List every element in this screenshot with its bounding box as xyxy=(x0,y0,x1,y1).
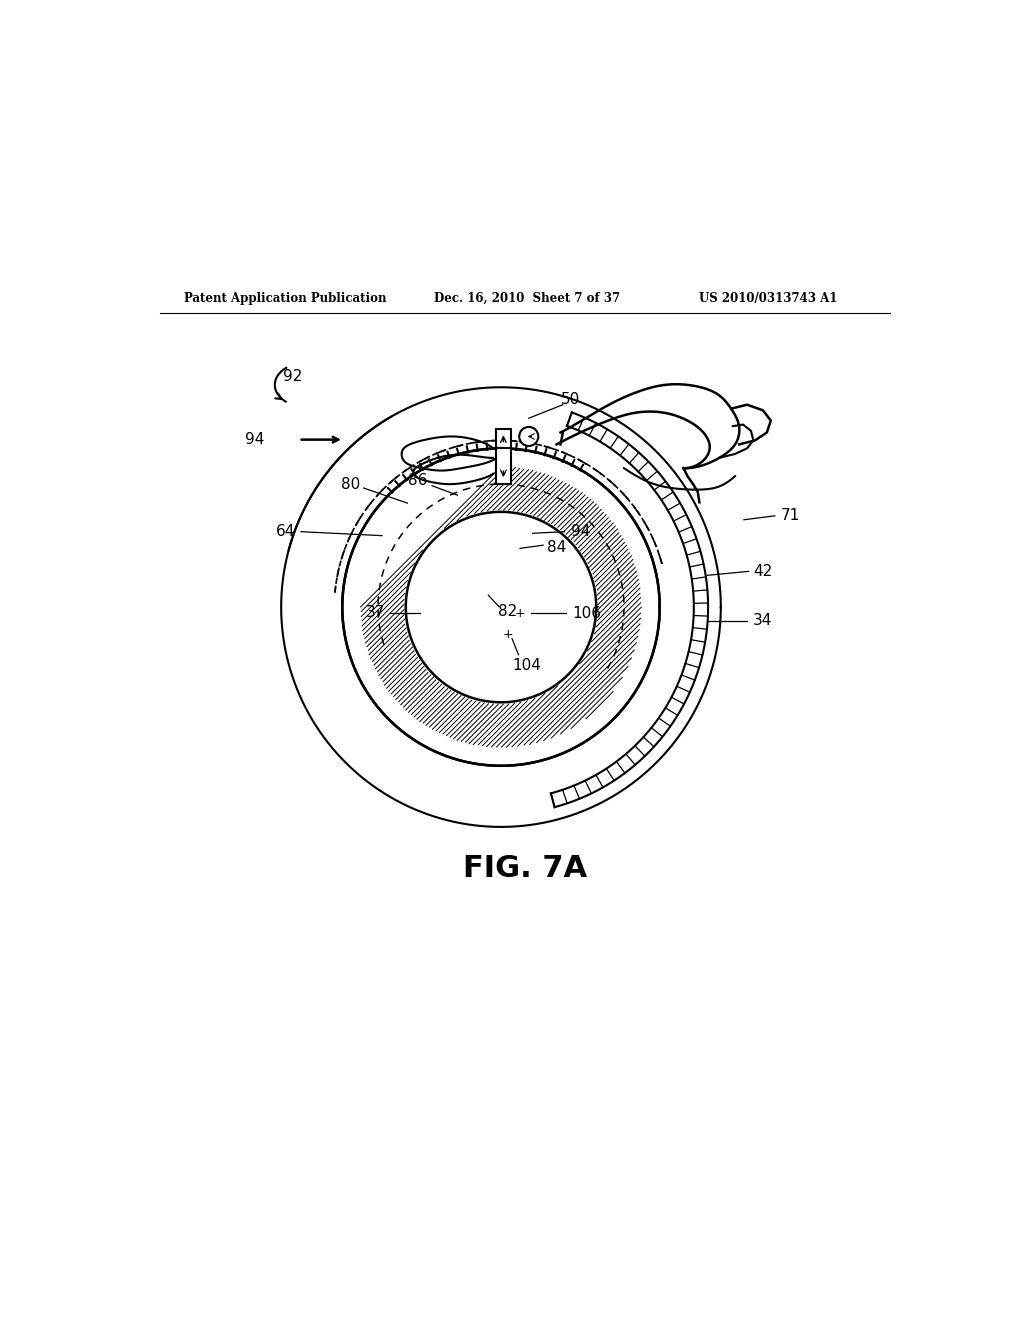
Text: 50: 50 xyxy=(561,392,581,408)
Text: 82: 82 xyxy=(498,603,517,619)
Text: US 2010/0313743 A1: US 2010/0313743 A1 xyxy=(699,292,838,305)
Text: 42: 42 xyxy=(754,564,772,579)
Text: 71: 71 xyxy=(781,508,801,523)
Text: 84: 84 xyxy=(547,540,566,554)
Text: 80: 80 xyxy=(341,477,359,491)
Text: 92: 92 xyxy=(283,370,302,384)
Text: 34: 34 xyxy=(754,612,772,628)
Text: +: + xyxy=(503,628,513,642)
Text: 106: 106 xyxy=(572,606,601,620)
Text: 37: 37 xyxy=(366,605,385,620)
Text: FIG. 7A: FIG. 7A xyxy=(463,854,587,883)
Text: 94: 94 xyxy=(246,432,264,447)
Text: 104: 104 xyxy=(513,657,542,672)
Text: +: + xyxy=(515,607,525,620)
Text: 94: 94 xyxy=(570,524,590,539)
Text: 86: 86 xyxy=(408,474,427,488)
Circle shape xyxy=(519,426,539,446)
Bar xyxy=(497,429,511,449)
Text: 64: 64 xyxy=(275,524,295,539)
Text: Dec. 16, 2010  Sheet 7 of 37: Dec. 16, 2010 Sheet 7 of 37 xyxy=(433,292,620,305)
Bar xyxy=(497,449,511,484)
Text: Patent Application Publication: Patent Application Publication xyxy=(183,292,386,305)
